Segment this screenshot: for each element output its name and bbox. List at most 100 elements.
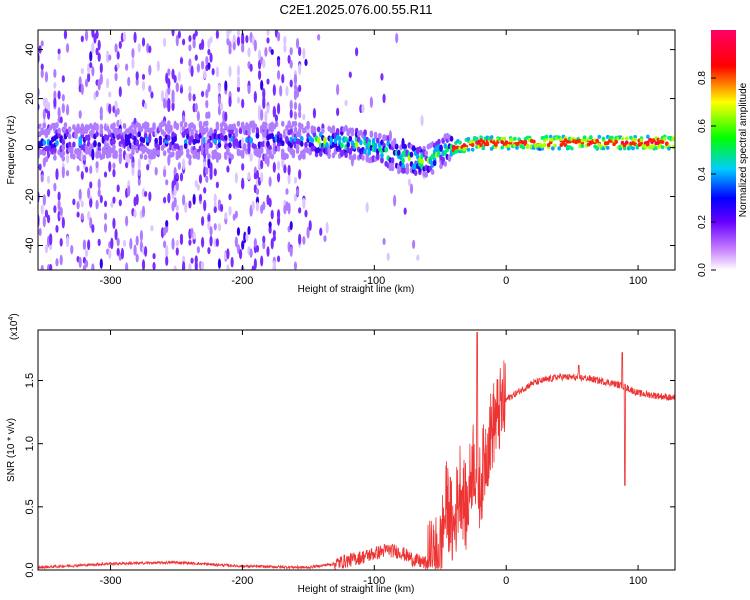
spectrogram-cell [276, 160, 281, 171]
spectrogram-cell [182, 194, 186, 206]
spectrogram-ridge-cell [424, 150, 429, 157]
spectrogram-cell [188, 200, 192, 209]
spectrogram-cell [323, 235, 327, 243]
spectrogram-cell [200, 90, 205, 98]
spectrogram-cell [188, 159, 192, 166]
spectrogram-cell [192, 93, 196, 102]
spectrogram-cell [184, 202, 188, 214]
spectrogram-cell [388, 130, 392, 142]
spectrogram-cell [106, 78, 110, 89]
spectrogram-ridge-cell [614, 139, 618, 144]
spectrogram-ridge-cell [316, 126, 321, 133]
spectrogram-cell [295, 188, 300, 196]
spectrogram-cell [49, 243, 53, 251]
spectrogram-cell [55, 258, 59, 267]
spectrogram-ridge-cell [595, 138, 599, 143]
spectrogram-cell [42, 108, 46, 120]
spectrogram-ridge-cell [249, 137, 253, 144]
spectrogram-cell [272, 234, 276, 242]
spectrogram-ridge-cell [597, 134, 602, 139]
spectrogram-cell [133, 209, 137, 218]
spectrogram-cell [255, 201, 260, 212]
spectrogram-cell [91, 42, 95, 54]
spectrogram-ridge-cell [570, 146, 574, 151]
spectrogram-ridge-cell [238, 128, 243, 135]
spectrogram-cell [234, 172, 238, 184]
spectrogram-cell [97, 238, 101, 247]
spectrogram-cell [53, 97, 57, 108]
spectrogram-cell [61, 93, 65, 102]
spectrogram-cell [293, 111, 298, 120]
spectrogram-cell [247, 225, 251, 235]
spectrogram-cell [283, 35, 287, 46]
spectrogram-cell [167, 68, 171, 76]
spectrogram-ridge-cell [439, 163, 443, 170]
spectrogram-cell [215, 30, 219, 39]
spectrogram-cell [203, 199, 207, 212]
spectrogram-cell [194, 255, 198, 265]
spectrogram-cell [298, 110, 302, 119]
spectrogram-cell [270, 209, 274, 220]
spectrogram-cell [230, 256, 234, 268]
spectrogram-cell [148, 85, 152, 93]
snr-y-tick-label: 0.0 [24, 562, 36, 577]
spectrogram-cell [200, 261, 205, 270]
snr-y-label: SNR (10 * v/v) [6, 418, 17, 482]
spectrogram-cell [76, 165, 80, 172]
spectrogram-cell [217, 95, 222, 106]
spectrogram-cell [264, 110, 268, 123]
spectrogram-cell [236, 77, 241, 88]
spectrogram-cell [205, 166, 209, 175]
spectrogram-cell [53, 81, 57, 89]
spectrogram-cell [236, 86, 241, 93]
spectrogram-cell [255, 188, 260, 195]
spectrogram-cell [141, 37, 146, 47]
spectrogram-cell [46, 109, 51, 120]
spectrogram-ridge-cell [42, 139, 47, 146]
spectrogram-cell [137, 43, 141, 53]
spectrogram-ridge-cell [266, 140, 270, 147]
spectrogram-ridge-cell [424, 171, 429, 178]
spectrogram-cell [165, 220, 169, 228]
spectrogram-ridge-cell [340, 142, 344, 149]
spectrogram-cell [97, 188, 101, 198]
spectrogram-ridge-cell [183, 143, 188, 150]
spectrogram-y-label: Frequency (Hz) [6, 116, 17, 185]
spectrogram-cell [226, 165, 230, 173]
spectrogram-cell [167, 154, 171, 166]
spectrogram-cell [131, 57, 135, 69]
spectrogram-ridge-cell [513, 136, 517, 141]
spectrogram-ridge-cell [350, 130, 355, 137]
spectrogram-cell [262, 241, 266, 250]
spectrogram-cell [234, 210, 238, 219]
spectrogram-cell [103, 171, 108, 178]
spectrogram-cell [91, 66, 95, 77]
spectrogram-cell [266, 246, 270, 257]
spectrogram-cell [209, 226, 213, 237]
spectrogram-cell [200, 216, 205, 227]
spectrogram-cell [298, 233, 302, 245]
spectrogram-cell [116, 62, 120, 69]
spectrogram-cell [262, 58, 266, 69]
spectrogram-cell [42, 215, 46, 228]
spectrogram-ridge-cell [662, 136, 667, 141]
spectrogram-cell [127, 76, 131, 87]
spectrogram-cell [89, 217, 93, 229]
spectrogram-cell [196, 246, 200, 254]
spectrogram-cell [236, 64, 241, 77]
spectrogram-cell [42, 194, 46, 206]
spectrogram-cell [293, 73, 298, 86]
spectrogram-cell [224, 211, 228, 220]
spectrogram-cell [82, 239, 87, 249]
spectrogram-cell [241, 177, 245, 190]
spectrogram-cell [114, 43, 118, 52]
spectrogram-ridge-cell [158, 139, 163, 146]
spectrogram-ridge-cell [624, 136, 629, 141]
spectrogram-cell [272, 84, 276, 96]
spectrogram-cell [293, 261, 298, 270]
spectrogram-cell [205, 99, 209, 109]
spectrogram-cell [241, 240, 245, 250]
spectrogram-ridge-cell [327, 153, 332, 160]
spectrogram-y-tick-label: -20 [24, 189, 36, 205]
